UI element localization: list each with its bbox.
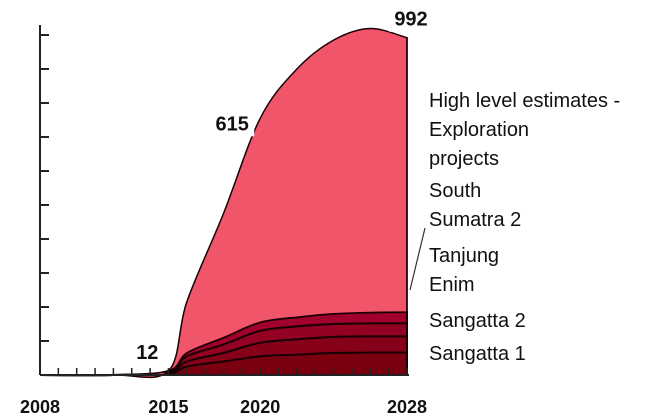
tick-group [39,34,408,376]
legend-label: Sangatta 1 [429,343,526,365]
area-series-group [39,27,408,379]
legend-entry: High level estimates - Exploration project… [429,90,620,170]
legend-label: projects [429,148,499,170]
data-label-background [210,112,255,137]
legend-label: Enim [429,274,475,296]
legend-entry: Sangatta 1 [429,343,526,365]
legend-label: Exploration [429,119,529,141]
x-tick-labels: 2008 2015 2020 2028 [20,397,427,417]
legend-entry: South Sumatra 2 [429,180,521,231]
x-tick-label: 2028 [387,397,427,417]
data-label: 615 [216,113,249,135]
legend-entry: Tanjung Enim [429,245,499,296]
legend-leader-line [409,227,426,291]
data-labels-group: 12 615 992 [130,7,433,365]
x-tick-label: 2008 [20,397,60,417]
legend-entry: Sangatta 2 [429,310,526,332]
data-label: 12 [136,342,158,364]
x-tick-label: 2015 [148,397,188,417]
legend-label: Sangatta 2 [429,310,526,332]
legend-label: Tanjung [429,245,499,267]
data-label-background [130,340,163,365]
x-tick-label: 2020 [240,397,280,417]
legend-label: South [429,180,481,202]
legend-label: Sumatra 2 [429,209,521,231]
data-label: 992 [394,9,427,31]
legend: High level estimates - Exploration project… [409,90,620,365]
data-label-background [389,7,433,32]
area-series-high-level-estimates-exploration-projects [39,27,408,379]
axes-group [39,25,409,376]
legend-label: High level estimates - [429,90,620,112]
